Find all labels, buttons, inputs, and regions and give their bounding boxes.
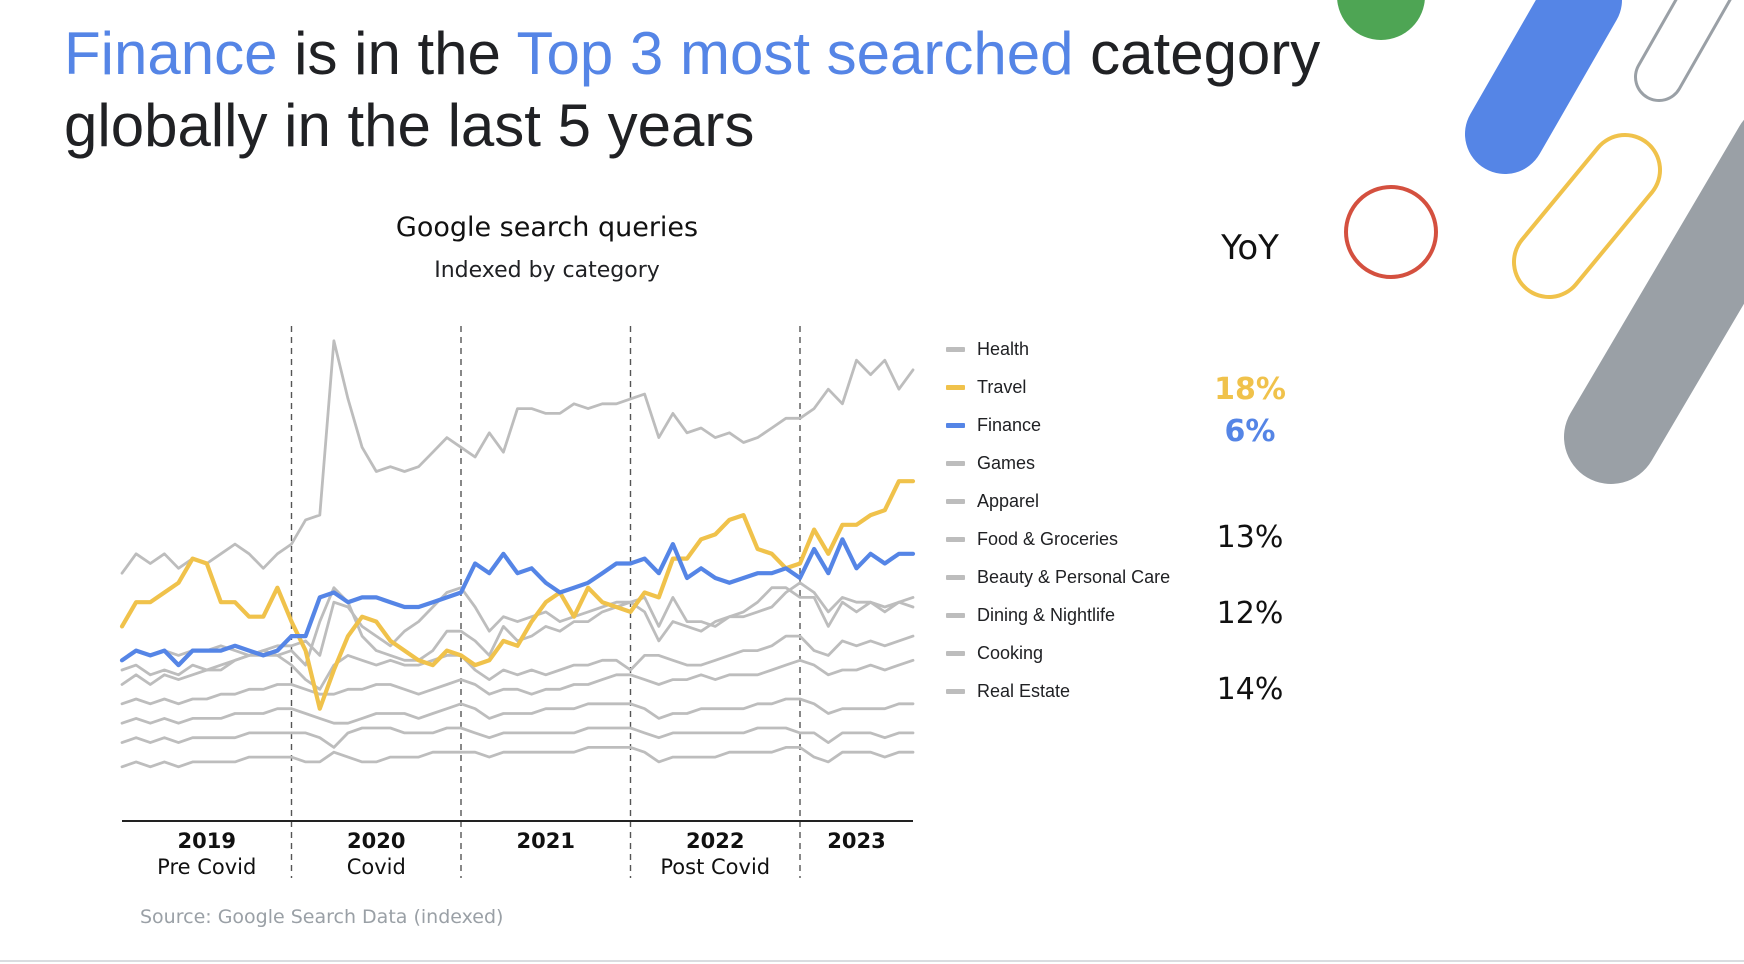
- period-year-label: 2019: [178, 829, 236, 853]
- gray-pill: [1564, 120, 1744, 484]
- legend-label: Health: [977, 338, 1030, 359]
- legend-label: Real Estate: [977, 680, 1071, 701]
- legend-item: Health: [946, 330, 1170, 368]
- green-circle: [1337, 0, 1425, 40]
- legend-item: Beauty & Personal Care: [946, 558, 1170, 596]
- headline-top3: Top 3 most searched: [516, 20, 1074, 87]
- legend-item: Apparel: [946, 482, 1170, 520]
- yoy-value: 18%: [1214, 372, 1286, 407]
- yoy-header: YoY: [1221, 228, 1279, 268]
- legend-swatch: [946, 460, 965, 466]
- period-year-label: 2022: [686, 829, 744, 853]
- legend-item: Finance: [946, 406, 1170, 444]
- legend-item: Real Estate: [946, 672, 1170, 710]
- chart-legend: Health Travel Finance Games Apparel Food & Gr…: [946, 330, 1170, 710]
- legend-swatch: [946, 574, 965, 580]
- legend-swatch: [946, 688, 965, 694]
- series-line-apparel: [120, 634, 915, 691]
- yoy-value: 6%: [1224, 414, 1276, 449]
- legend-swatch: [946, 650, 965, 656]
- legend-item: Food & Groceries: [946, 520, 1170, 558]
- legend-item: Games: [946, 444, 1170, 482]
- series-line-finance: [119, 537, 916, 668]
- period-phase-label: Post Covid: [660, 855, 770, 879]
- bottom-divider: [0, 960, 1744, 962]
- legend-swatch: [946, 498, 965, 504]
- period-year-label: 2021: [517, 829, 575, 853]
- period-phase-label: Covid: [347, 855, 406, 879]
- legend-label: Food & Groceries: [977, 528, 1119, 549]
- headline-text-2: category globally in the last 5 years: [64, 20, 1321, 159]
- yoy-value: 13%: [1216, 520, 1284, 555]
- headline-text-1: is in the: [277, 20, 517, 87]
- series-line-cooking: [120, 726, 915, 749]
- period-phase-label: Pre Covid: [157, 855, 256, 879]
- red-ring: [1344, 185, 1438, 279]
- gray-outline-pill-inner: [1637, 0, 1729, 99]
- series-line-dining-nightlife: [120, 697, 915, 725]
- period-year-label: 2023: [827, 829, 885, 853]
- yoy-value: 12%: [1216, 596, 1284, 631]
- legend-swatch: [946, 422, 965, 428]
- chart-subtitle: Indexed by category: [434, 258, 660, 283]
- period-year-label: 2020: [347, 829, 405, 853]
- yellow-outline-pill-inner: [1516, 137, 1658, 295]
- legend-swatch: [946, 536, 965, 542]
- legend-label: Games: [977, 452, 1036, 473]
- headline: Finance is in the Top 3 most searched ca…: [64, 18, 1344, 162]
- series-line-travel: [119, 479, 916, 711]
- legend-item: Dining & Nightlife: [946, 596, 1170, 634]
- legend-swatch: [946, 612, 965, 618]
- series-line-beauty-personal-care: [120, 658, 915, 706]
- legend-label: Beauty & Personal Care: [977, 566, 1171, 587]
- series-line-health: [120, 339, 915, 575]
- legend-swatch: [946, 384, 965, 390]
- legend-label: Apparel: [977, 490, 1040, 511]
- blue-pill: [1465, 0, 1622, 174]
- yoy-value: 14%: [1216, 672, 1284, 707]
- series-line-real-estate: [120, 746, 915, 769]
- source-note: Source: Google Search Data (indexed): [140, 906, 504, 928]
- headline-finance: Finance: [64, 20, 278, 87]
- legend-item: Cooking: [946, 634, 1170, 672]
- legend-label: Finance: [977, 414, 1042, 435]
- chart-title: Google search queries: [395, 212, 699, 243]
- legend-swatch: [946, 346, 965, 352]
- legend-item: Travel: [946, 368, 1170, 406]
- legend-label: Travel: [977, 376, 1027, 397]
- legend-label: Dining & Nightlife: [977, 604, 1116, 625]
- legend-label: Cooking: [977, 642, 1044, 663]
